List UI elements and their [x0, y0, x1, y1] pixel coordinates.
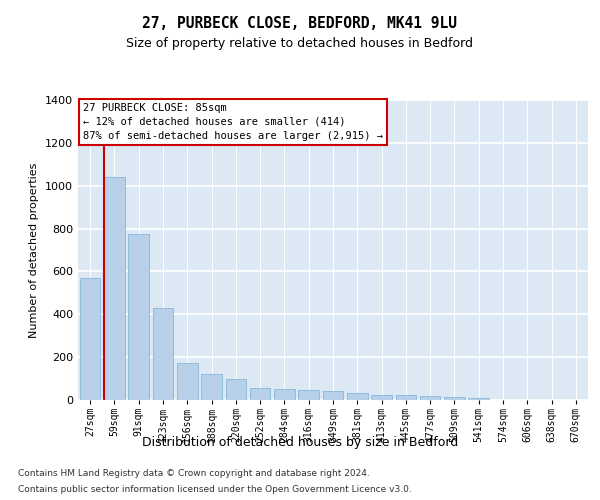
Bar	[420, 396, 440, 400]
Bar	[226, 378, 246, 400]
Bar	[371, 394, 392, 400]
Bar	[298, 390, 319, 400]
Bar	[347, 392, 368, 400]
Bar	[201, 374, 222, 400]
Text: Size of property relative to detached houses in Bedford: Size of property relative to detached ho…	[127, 38, 473, 51]
Bar	[274, 390, 295, 400]
Bar	[152, 308, 173, 400]
Bar	[323, 392, 343, 400]
Text: 27 PURBECK CLOSE: 85sqm
← 12% of detached houses are smaller (414)
87% of semi-d: 27 PURBECK CLOSE: 85sqm ← 12% of detache…	[83, 103, 383, 141]
Bar	[250, 388, 271, 400]
Bar	[104, 177, 125, 400]
Text: 27, PURBECK CLOSE, BEDFORD, MK41 9LU: 27, PURBECK CLOSE, BEDFORD, MK41 9LU	[143, 16, 458, 32]
Bar	[395, 396, 416, 400]
Bar	[444, 397, 465, 400]
Bar	[128, 234, 149, 400]
Bar	[177, 362, 197, 400]
Text: Distribution of detached houses by size in Bedford: Distribution of detached houses by size …	[142, 436, 458, 449]
Text: Contains public sector information licensed under the Open Government Licence v3: Contains public sector information licen…	[18, 484, 412, 494]
Text: Contains HM Land Registry data © Crown copyright and database right 2024.: Contains HM Land Registry data © Crown c…	[18, 468, 370, 477]
Y-axis label: Number of detached properties: Number of detached properties	[29, 162, 40, 338]
Bar	[469, 398, 489, 400]
Bar	[80, 278, 100, 400]
